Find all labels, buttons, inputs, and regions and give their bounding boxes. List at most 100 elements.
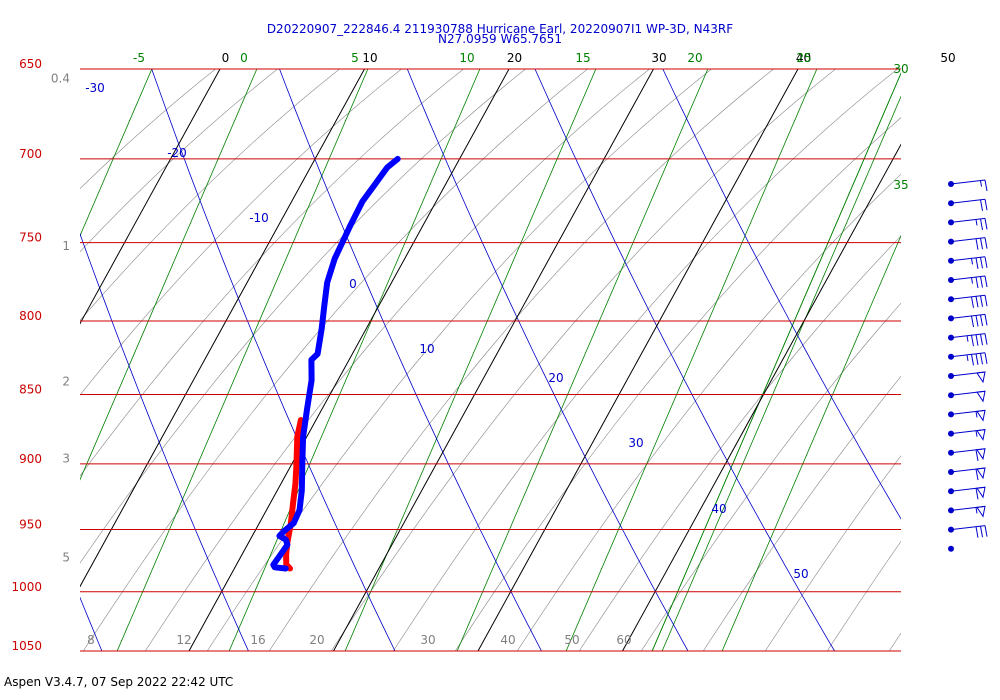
wind-barb — [948, 313, 988, 328]
moist-adiabat-line — [888, 632, 901, 651]
moist-adiabat-line — [80, 69, 403, 396]
wind-barbs — [948, 179, 988, 552]
pressure-label: 700 — [19, 147, 42, 161]
wind-barb-half — [971, 258, 973, 265]
wind-barb — [948, 352, 988, 366]
dry-adiabat-label: 0 — [349, 277, 357, 291]
moist-adiabat-line — [206, 69, 713, 651]
bottom-scale-label: 40 — [500, 633, 515, 647]
wind-barb-staff — [950, 237, 986, 243]
wind-barb-flag — [976, 505, 986, 518]
moist-adiabats — [80, 29, 1000, 656]
dry-adiabat-label: 30 — [628, 436, 643, 450]
wind-barb-full — [980, 238, 983, 250]
mixing-ratio-label: 35 — [893, 178, 908, 192]
moist-adiabat-line — [80, 69, 465, 477]
wind-barb-staff — [950, 525, 986, 531]
wind-barb-full — [975, 257, 979, 269]
mixing-ratio-line — [228, 69, 481, 651]
mixing-ratio-line — [565, 69, 818, 651]
wind-barb-full — [975, 449, 979, 461]
bottom-scale-label: 8 — [87, 633, 95, 647]
moist-adiabat-line — [268, 69, 775, 651]
wind-barb-full — [980, 257, 983, 269]
wind-barb-full — [980, 526, 983, 538]
height-label: 0.4 — [51, 71, 70, 85]
wind-barb-full — [984, 333, 988, 345]
wind-barb — [948, 256, 988, 269]
wind-barb-full — [980, 218, 983, 231]
wind-barb — [948, 505, 986, 518]
wind-barb-full — [980, 314, 983, 327]
bottom-scale-label: 16 — [250, 633, 265, 647]
height-label: 2 — [62, 375, 70, 389]
isotherm-line — [622, 143, 901, 651]
wind-barb-staff — [950, 333, 986, 339]
wind-barb-staff — [950, 352, 986, 358]
wind-barb-staff — [950, 179, 986, 185]
wind-barb-flag — [976, 448, 986, 461]
wind-barb-half — [975, 219, 978, 226]
chart-subtitle: N27.0959 W65.7651 — [438, 32, 562, 46]
wind-barb-staff — [950, 198, 986, 204]
wind-barb-full — [975, 526, 979, 538]
wind-barb-full — [971, 315, 974, 328]
profile-traces — [270, 155, 401, 572]
wind-barb-staff — [950, 294, 986, 300]
wind-barb-full — [975, 238, 979, 250]
wind-barb-full — [984, 295, 988, 307]
wind-barb-staff — [950, 313, 986, 319]
dry-adiabat-label: -30 — [85, 81, 105, 95]
moist-adiabat-line — [80, 69, 217, 190]
wind-barb — [948, 237, 988, 250]
wind-barb-full — [984, 199, 988, 211]
wind-barb-half — [980, 180, 982, 187]
wind-barb-full — [975, 353, 979, 365]
wind-barb-flag — [976, 390, 986, 403]
wind-barb — [948, 429, 986, 441]
wind-barb-dot — [948, 545, 954, 552]
isotherm-line — [80, 69, 221, 325]
dry-adiabat-line — [80, 596, 103, 651]
dry-adiabat-line — [406, 69, 689, 651]
moist-adiabat-line — [764, 455, 901, 651]
moist-adiabat-line — [948, 29, 1000, 656]
moist-adiabat-line — [392, 69, 899, 651]
dry-adiabat-line — [662, 69, 901, 520]
dry-adiabat-line — [534, 69, 836, 651]
wind-barb — [948, 333, 988, 347]
isotherm-label: 50 — [940, 51, 955, 65]
height-label: 3 — [62, 452, 70, 466]
temperature-trace — [270, 155, 401, 572]
dry-adiabat-label: 50 — [793, 567, 808, 581]
dry-adiabats — [80, 69, 901, 651]
wind-barb-full — [980, 276, 983, 288]
wind-barb-half — [971, 277, 973, 284]
dry-adiabat-label: -20 — [167, 146, 187, 160]
wind-barb-full — [975, 276, 979, 289]
wind-barb — [948, 198, 988, 211]
mixing-ratio-line — [80, 69, 258, 481]
bottom-scale-label: 20 — [309, 633, 324, 647]
mixing-ratio-line — [456, 69, 709, 651]
chart-title: D20220907_222846.4 211930788 Hurricane E… — [266, 22, 734, 36]
wind-barb-full — [975, 334, 979, 346]
pressure-label: 650 — [19, 57, 42, 71]
wind-barb-half — [975, 430, 978, 437]
wind-barb-half — [975, 411, 978, 418]
isotherm-label: 0 — [222, 51, 230, 65]
wind-barb — [948, 486, 986, 500]
isotherm-line — [188, 69, 510, 651]
pressure-label: 1000 — [11, 580, 42, 594]
moist-adiabat-line — [82, 69, 589, 651]
wind-barb-full — [975, 468, 979, 481]
moist-adiabat-line — [330, 69, 837, 651]
moist-adiabat-line — [516, 173, 901, 651]
mixing-ratio-line — [651, 72, 901, 651]
isobars — [80, 68, 901, 652]
dry-adiabat-line — [279, 69, 542, 651]
dry-adiabat-label: -10 — [249, 211, 269, 225]
wind-barb-full — [980, 353, 983, 365]
wind-barb — [948, 275, 988, 289]
